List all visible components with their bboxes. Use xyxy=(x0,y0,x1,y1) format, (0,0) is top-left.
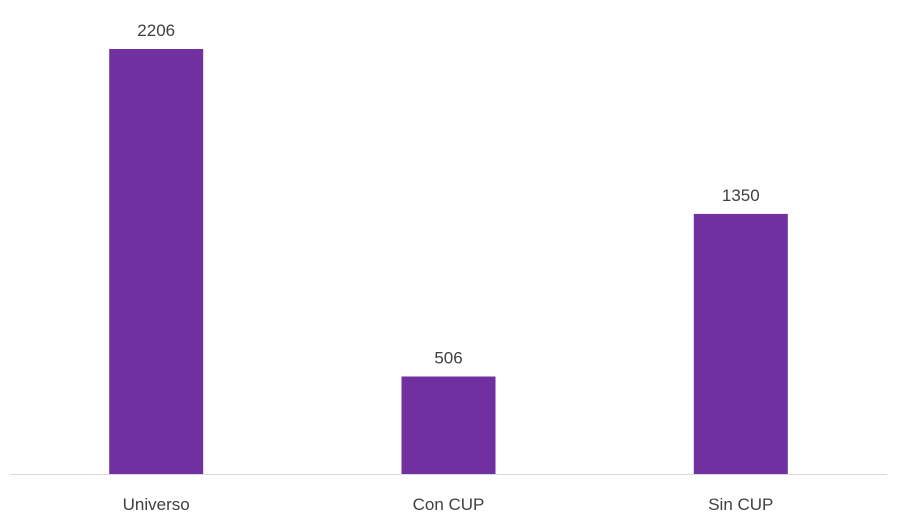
data-label: 2206 xyxy=(137,21,175,40)
x-tick-label: Sin CUP xyxy=(708,495,773,514)
x-tick-label: Con CUP xyxy=(413,495,485,514)
bar-universo xyxy=(109,49,204,474)
bars-layer xyxy=(109,49,788,474)
x-tick-label: Universo xyxy=(123,495,190,514)
labels-layer: 2206 Universo 506 Con CUP 1350 Sin CUP xyxy=(123,21,774,514)
data-label: 1350 xyxy=(722,186,760,205)
bar-sin-cup xyxy=(693,213,788,474)
data-label: 506 xyxy=(434,349,462,368)
bar-con-cup xyxy=(401,376,496,474)
